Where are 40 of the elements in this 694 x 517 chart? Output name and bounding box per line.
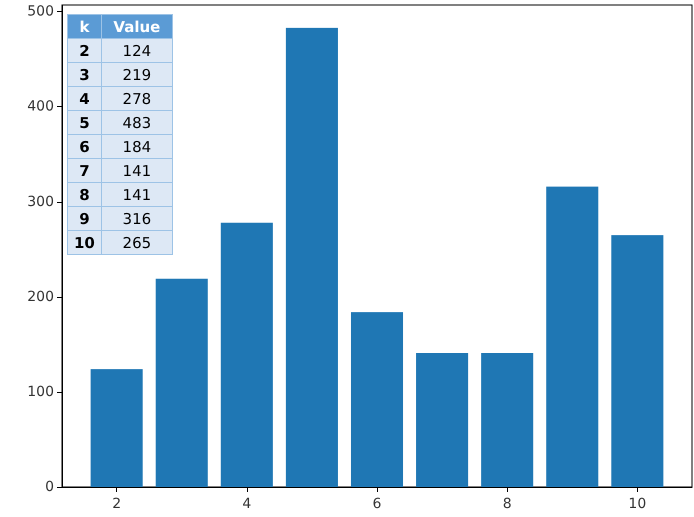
annotation: k	[68, 14, 102, 38]
annotation: 483	[101, 110, 172, 134]
annotation: Value	[101, 14, 172, 38]
annotation: 6	[68, 134, 102, 158]
annotation: 219	[101, 62, 172, 86]
annotation: 10	[68, 230, 102, 254]
x-tick-label: 6	[372, 496, 382, 512]
annotation: 124	[101, 38, 172, 62]
annotation: 2	[68, 38, 102, 62]
x-tick-label: 2	[112, 496, 122, 512]
annotation: 278	[101, 86, 172, 110]
y-tick-label: 400	[27, 98, 54, 115]
annotation: 7	[68, 158, 102, 182]
bar	[156, 278, 208, 487]
x-tick-label: 4	[242, 496, 252, 512]
annotation: 316	[101, 206, 172, 230]
x-tick-label: 10	[628, 496, 646, 512]
annotation: 141	[101, 158, 172, 182]
y-tick-label: 0	[45, 479, 54, 495]
annotation: 265	[101, 230, 172, 254]
annotation: 141	[101, 182, 172, 206]
x-tick-label: 8	[502, 496, 512, 512]
bar	[611, 235, 664, 487]
annotation: 4	[68, 86, 102, 110]
y-tick-label: 100	[27, 384, 54, 400]
annotation: 184	[101, 134, 172, 158]
y-tick-label: 200	[27, 288, 54, 305]
bar	[546, 186, 598, 487]
bar	[416, 352, 468, 487]
y-tick-label: 300	[27, 194, 54, 210]
bar	[90, 369, 143, 487]
annotation: 3	[68, 62, 102, 86]
y-tick-label: 500	[27, 4, 54, 20]
bar	[220, 222, 273, 487]
bar	[350, 312, 404, 487]
annotation: 9	[68, 206, 102, 230]
annotation: 8	[68, 182, 102, 206]
annotation: 5	[68, 110, 102, 134]
bar	[481, 352, 534, 487]
bar	[286, 28, 338, 487]
